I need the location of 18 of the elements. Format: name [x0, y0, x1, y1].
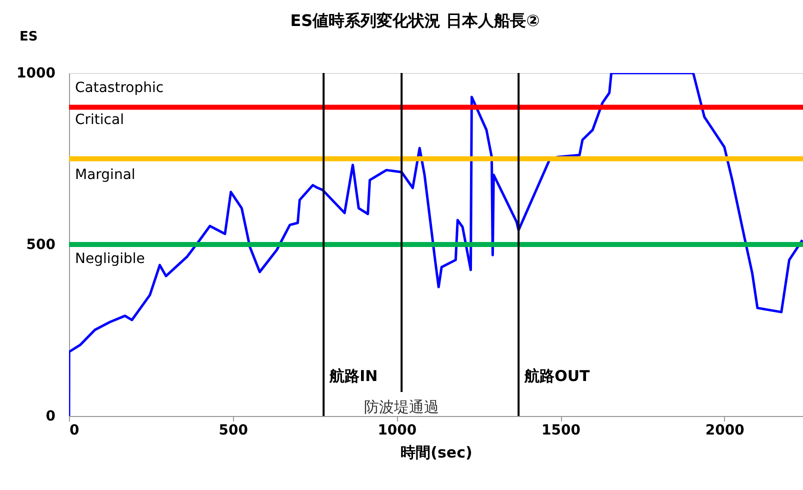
ref-line-label: 航路IN — [328, 367, 378, 385]
y-tick-label: 500 — [26, 237, 56, 253]
y-tick-label: 1000 — [16, 66, 56, 82]
y-tick-label: 0 — [46, 408, 56, 424]
x-tick-label: 500 — [218, 422, 248, 438]
annotation: Catastrophic — [75, 80, 164, 96]
ref-line-label: 航路OUT — [524, 367, 591, 385]
annotation: Negligible — [75, 251, 145, 267]
ref-line-label: 防波堤通過 — [364, 398, 440, 416]
x-tick-label: 1500 — [542, 422, 581, 438]
y-axis-title: ES — [20, 30, 38, 44]
x-axis-title: 時間(sec) — [400, 444, 472, 462]
annotation: Marginal — [75, 167, 136, 183]
x-tick-label: 2000 — [705, 422, 745, 438]
annotation: Critical — [75, 112, 124, 128]
chart-title: ES値時系列変化状況 日本人船長② — [290, 11, 540, 30]
x-tick-label: 0 — [70, 422, 80, 438]
x-tick-label: 1000 — [378, 422, 417, 438]
